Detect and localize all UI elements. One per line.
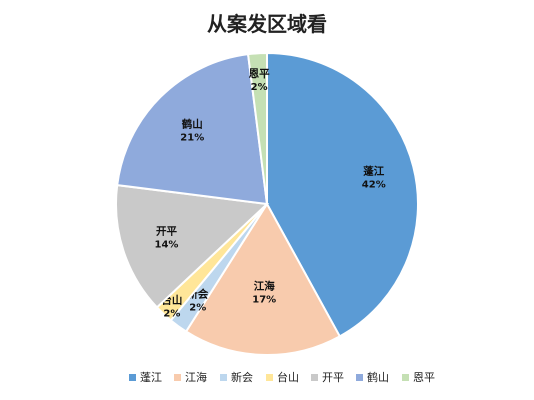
- legend-label: 蓬江: [140, 371, 162, 384]
- pie-slice-1: [266, 51, 419, 338]
- legend-label: 台山: [277, 370, 299, 384]
- slice-category-label: 江海: [254, 280, 275, 293]
- legend-swatch: [356, 374, 363, 381]
- legend-label: 开平: [322, 371, 344, 384]
- slice-percent-label: 21%: [180, 132, 204, 143]
- slice-percent-label: 14%: [155, 240, 179, 251]
- slice-percent-label: 17%: [252, 295, 276, 306]
- pie-slice-6: [116, 53, 269, 206]
- slice-category-label: 鹤山: [181, 117, 203, 130]
- slice-category-label: 开平: [156, 226, 177, 238]
- legend-swatch: [220, 374, 227, 381]
- pie-slice-5: [115, 183, 270, 309]
- pie-slice-7: [246, 51, 268, 205]
- legend-swatch: [266, 374, 273, 381]
- legend-label: 新会: [231, 370, 253, 384]
- legend-swatch: [402, 374, 409, 381]
- pie-slice-2: [184, 202, 342, 356]
- chart-title: 从案发区域看: [207, 12, 327, 36]
- slice-percent-label: 2%: [189, 302, 206, 313]
- legend-swatch: [311, 374, 318, 381]
- legend-swatch: [129, 374, 136, 381]
- slice-category-label: 恩平: [249, 68, 270, 80]
- slice-percent-label: 42%: [362, 180, 386, 191]
- slice-category-label: 蓬江: [363, 165, 384, 178]
- slice-percent-label: 2%: [251, 82, 268, 93]
- legend-label: 恩平: [413, 371, 435, 384]
- slice-percent-label: 2%: [163, 308, 180, 319]
- legend-label: 鹤山: [367, 370, 389, 384]
- legend-label: 江海: [185, 370, 207, 384]
- legend-swatch: [174, 374, 181, 381]
